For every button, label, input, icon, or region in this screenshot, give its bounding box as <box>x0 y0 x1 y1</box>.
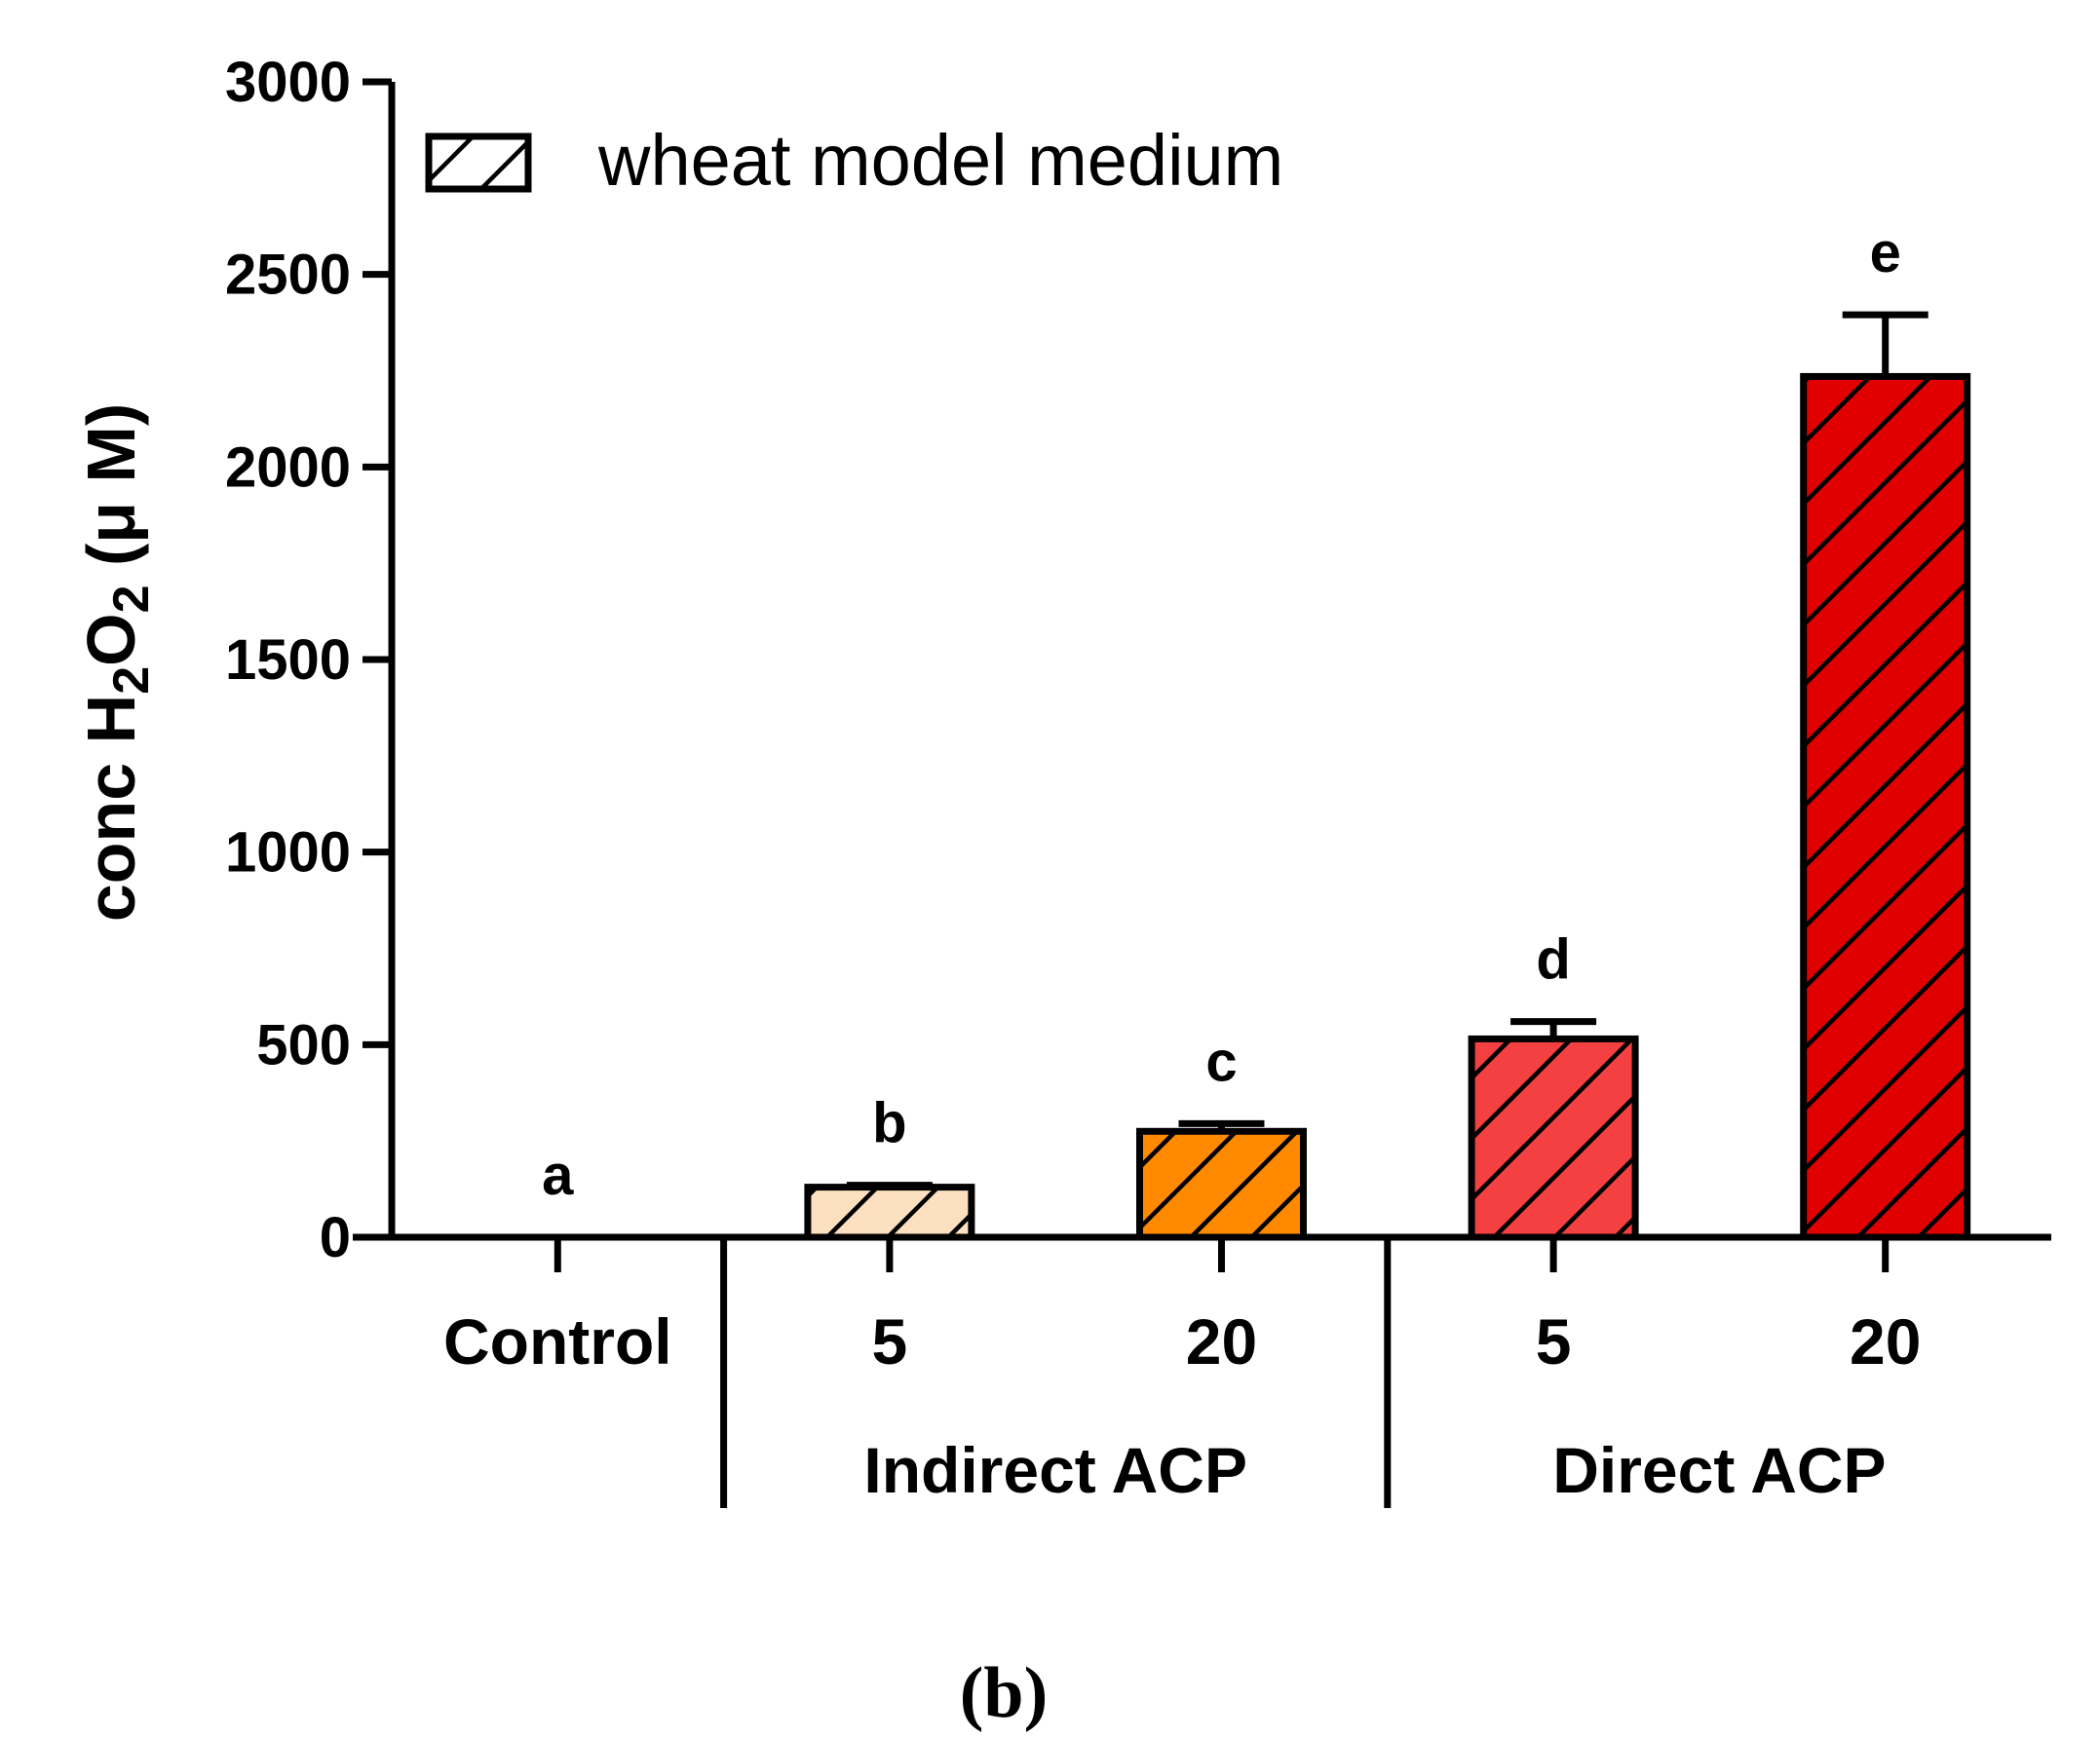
y-tick-label: 3000 <box>225 51 351 114</box>
x-category-label: 20 <box>1850 1305 1921 1378</box>
y-tick-label: 1000 <box>225 821 351 885</box>
y-axis-title: conc H2O2 (μ M) <box>73 403 160 922</box>
significance-label: e <box>1870 221 1901 284</box>
legend: wheat model medium <box>425 120 1283 201</box>
x-category-label: 5 <box>872 1305 908 1378</box>
legend-label: wheat model medium <box>597 120 1283 201</box>
labels: 0 500 1000 1500 2000 2500 3000 Control 5 20 5 20 Ind… <box>225 51 1921 1506</box>
y-tick-label: 0 <box>320 1206 351 1269</box>
x-category-label: Control <box>443 1305 672 1378</box>
bars <box>804 311 1971 1241</box>
bar <box>1136 1127 1307 1241</box>
group-label: Direct ACP <box>1552 1434 1886 1506</box>
x-category-label: 20 <box>1186 1305 1257 1378</box>
y-tick-label: 2500 <box>225 244 351 307</box>
y-tick-label: 2000 <box>225 435 351 499</box>
panel-label: (b) <box>960 1653 1048 1733</box>
significance-label: a <box>542 1144 574 1207</box>
significance-label: d <box>1536 928 1570 992</box>
bar <box>1800 372 1971 1241</box>
x-category-label: 5 <box>1536 1305 1572 1378</box>
group-label: Indirect ACP <box>863 1434 1247 1506</box>
y-tick-label: 500 <box>256 1013 351 1076</box>
y-tick-label: 1500 <box>225 628 351 692</box>
axes <box>353 78 2051 1508</box>
significance-label: c <box>1205 1030 1237 1093</box>
legend-swatch-hatch <box>425 132 532 193</box>
significance-label: b <box>872 1092 906 1155</box>
bar <box>804 1184 975 1241</box>
bar <box>1468 1035 1639 1241</box>
